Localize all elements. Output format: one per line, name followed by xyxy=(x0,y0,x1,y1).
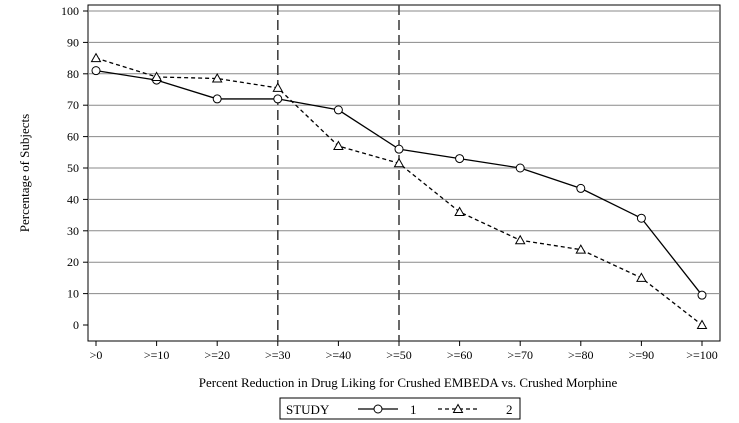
data-point-1-9 xyxy=(636,213,646,223)
series-group xyxy=(90,52,708,329)
y-tick-label-70: 70 xyxy=(67,98,79,112)
data-point-2-4 xyxy=(333,140,344,151)
y-tick-label-40: 40 xyxy=(67,192,79,206)
data-point-1-0 xyxy=(91,66,101,76)
legend-marker-1 xyxy=(373,404,383,414)
x-tick-label-0: >0 xyxy=(90,348,103,362)
y-axis: 0 10 20 30 40 50 60 70 80 90 100 xyxy=(61,4,88,332)
legend-title: STUDY xyxy=(286,402,330,417)
data-point-1-7 xyxy=(515,163,525,173)
y-tick-label-20: 20 xyxy=(67,255,79,269)
y-axis-title: Percentage of Subjects xyxy=(17,114,32,232)
data-point-1-8 xyxy=(576,183,586,193)
x-tick-label-2: >=20 xyxy=(204,348,230,362)
grid-lines xyxy=(88,10,720,295)
data-point-2-8 xyxy=(575,244,587,254)
x-tick-label-6: >=60 xyxy=(447,348,473,362)
data-point-2-9 xyxy=(636,272,647,282)
legend-label-1: 1 xyxy=(410,402,417,417)
x-tick-label-10: >=100 xyxy=(686,348,718,362)
legend: STUDY 1 2 xyxy=(279,397,521,420)
legend-label-2: 2 xyxy=(506,402,513,417)
data-point-1-3 xyxy=(273,94,283,104)
data-point-2-2 xyxy=(211,72,223,83)
y-tick-label-100: 100 xyxy=(61,4,79,18)
x-axis-title: Percent Reduction in Drug Liking for Cru… xyxy=(199,375,618,390)
x-tick-label-3: >=30 xyxy=(265,348,291,362)
data-point-1-10 xyxy=(697,290,707,300)
data-point-1-2 xyxy=(212,94,222,104)
x-tick-label-4: >=40 xyxy=(326,348,352,362)
y-tick-label-50: 50 xyxy=(67,161,79,175)
legend-box xyxy=(279,397,521,420)
x-tick-label-8: >=80 xyxy=(568,348,594,362)
data-point-1-5 xyxy=(394,144,404,154)
data-point-1-6 xyxy=(455,154,465,164)
y-tick-label-30: 30 xyxy=(67,224,79,238)
legend-marker-2 xyxy=(452,403,464,413)
data-point-2-7 xyxy=(514,234,526,245)
data-point-1-4 xyxy=(333,105,343,115)
y-tick-label-10: 10 xyxy=(67,287,79,301)
y-tick-label-80: 80 xyxy=(67,67,79,81)
data-point-2-5 xyxy=(393,157,405,168)
x-tick-label-5: >=50 xyxy=(386,348,412,362)
x-axis: >0 >=10 >=20 >=30 >=40 >=50 >=60 >=70 >=80 >=90 >=… xyxy=(90,341,718,362)
y-tick-label-60: 60 xyxy=(67,130,79,144)
plot-frame xyxy=(87,4,721,342)
y-tick-label-0: 0 xyxy=(73,318,79,332)
data-point-2-1 xyxy=(151,71,162,81)
x-tick-label-9: >=90 xyxy=(629,348,655,362)
reference-lines xyxy=(276,5,400,341)
y-tick-label-90: 90 xyxy=(67,35,79,49)
x-tick-label-1: >=10 xyxy=(144,348,170,362)
x-tick-label-7: >=70 xyxy=(507,348,533,362)
data-point-2-0 xyxy=(90,52,102,63)
data-point-2-6 xyxy=(454,206,465,216)
series-2 xyxy=(90,52,708,329)
data-point-2-3 xyxy=(272,82,284,92)
data-point-2-10 xyxy=(696,319,708,329)
